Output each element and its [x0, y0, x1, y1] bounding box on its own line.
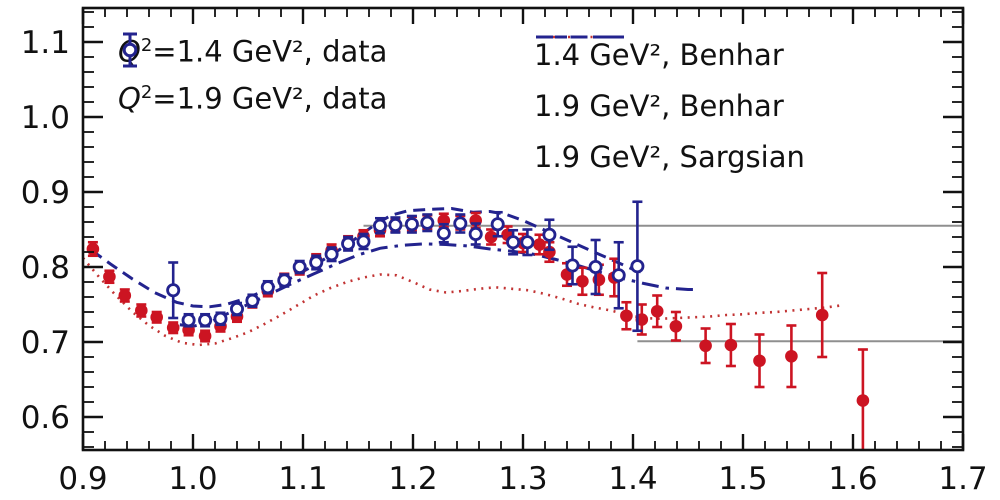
data-point — [484, 230, 498, 244]
data-point — [576, 274, 589, 288]
data-point — [260, 280, 275, 295]
x-tick-label: 0.9 — [58, 461, 107, 497]
x-tick-label: 1.3 — [498, 461, 547, 497]
data-point — [166, 321, 180, 335]
data-point — [86, 242, 100, 256]
y-tick-label: 0.6 — [21, 400, 70, 436]
data-point — [388, 217, 403, 232]
axis-ticks — [81, 8, 965, 450]
curve-path — [83, 257, 843, 347]
data-point — [404, 217, 419, 232]
data-point — [135, 304, 148, 317]
axis-tick-labels: 0.9 1.0 1.1 1.2 1.3 1.4 1.5 1.6 1.7 0.6 0.7 0.8 0.9 1… — [21, 25, 988, 497]
data-point — [856, 394, 870, 407]
data-point — [785, 349, 798, 363]
data-point — [198, 329, 212, 343]
dashed-line-icon — [536, 35, 628, 39]
curve-1-4-gev-benhar — [83, 257, 843, 347]
y-tick-label: 0.8 — [21, 250, 70, 286]
y-tick-label: 1.0 — [21, 100, 70, 136]
x-tick-label: 1.7 — [938, 461, 987, 497]
data-point — [453, 216, 468, 231]
data-point — [468, 226, 483, 241]
legend-item-benhar-1p9: 1.9 GeV², Benhar — [534, 35, 805, 132]
x-tick-label: 1.5 — [718, 461, 767, 497]
data-point — [324, 247, 339, 262]
y-tick-label: 0.9 — [21, 175, 70, 211]
y-tick-label: 0.7 — [21, 325, 70, 361]
data-point — [150, 310, 163, 324]
legend-item-benhar-1p4: 1.4 GeV², Benhar — [534, 30, 805, 81]
data-point — [356, 234, 371, 249]
data-point — [669, 319, 683, 333]
data-point — [699, 339, 712, 353]
data-point — [753, 354, 766, 368]
data-point — [490, 217, 505, 232]
legend-item-data-1p4: Q2=1.4 GeV², data — [118, 28, 387, 75]
data-point — [166, 283, 181, 298]
data-point — [436, 226, 451, 241]
data-point — [611, 268, 626, 283]
legend-label: 1.9 GeV², Benhar — [534, 89, 784, 123]
data-point — [506, 235, 521, 250]
data-point — [542, 227, 557, 242]
x-tick-label: 1.0 — [168, 461, 217, 497]
data-point — [372, 218, 387, 233]
x-tick-label: 1.4 — [608, 461, 657, 497]
data-point — [533, 238, 546, 251]
data-point — [815, 308, 829, 322]
data-point — [198, 313, 213, 328]
data-point — [292, 259, 307, 274]
data-point — [213, 311, 228, 326]
legend-label: 1.9 GeV², Sargsian — [534, 140, 805, 174]
data-point — [588, 259, 603, 274]
data-point — [277, 273, 292, 288]
data-point — [565, 258, 580, 273]
data-point — [620, 309, 633, 323]
reference-lines — [363, 224, 963, 343]
series-q-1-9-gev-data — [166, 200, 645, 333]
data-point — [245, 293, 260, 308]
data-point — [118, 289, 132, 302]
y-tick-label: 1.1 — [21, 25, 70, 61]
data-point — [724, 338, 738, 352]
data-point — [341, 236, 356, 251]
data-point — [650, 304, 664, 318]
legend-label: 1.4 GeV², Benhar — [534, 38, 784, 72]
legend-curves: 1.4 GeV², Benhar 1.9 GeV², Benhar 1.9 Ge… — [534, 30, 805, 183]
blue-errorbar-marker-icon — [122, 32, 138, 68]
legend-label: Q2=1.9 GeV², data — [118, 81, 388, 116]
data-point — [309, 255, 324, 270]
data-point — [630, 259, 645, 274]
legend-item-data-1p9: Q2=1.9 GeV², data — [118, 32, 388, 122]
data-point — [103, 270, 116, 284]
x-tick-label: 1.2 — [388, 461, 437, 497]
legend-data-points: Q2=1.4 GeV², data Q2=1.9 GeV², data — [118, 28, 387, 122]
data-point — [520, 235, 535, 250]
legend-label: Q2=1.4 GeV², data — [118, 34, 388, 69]
data-point — [420, 215, 435, 230]
x-tick-label: 1.6 — [828, 461, 877, 497]
x-tick-label: 1.1 — [278, 461, 327, 497]
data-point — [181, 313, 196, 328]
data-point — [229, 301, 244, 316]
legend-item-sargsian-1p9: 1.9 GeV², Sargsian — [534, 35, 805, 183]
